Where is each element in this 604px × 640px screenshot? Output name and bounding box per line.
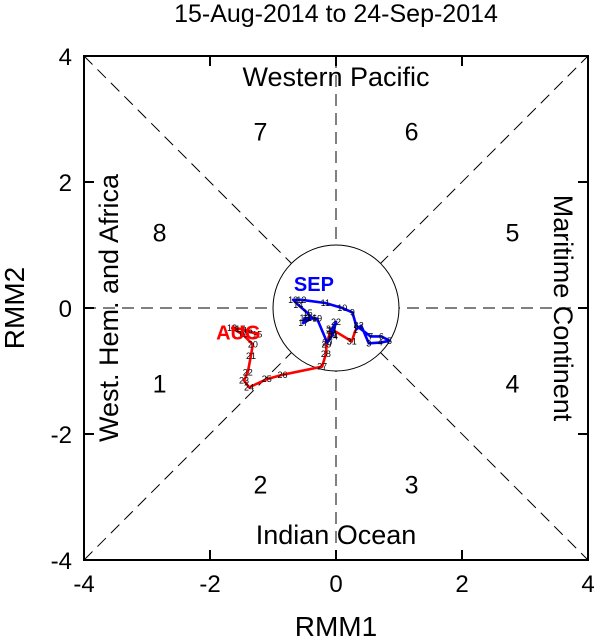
day-label: 18 xyxy=(299,313,309,323)
day-label: 21 xyxy=(246,351,256,361)
day-label: 22 xyxy=(243,367,253,377)
day-label: 27 xyxy=(317,362,327,372)
day-label: 1 xyxy=(353,325,358,335)
day-label: 24 xyxy=(244,382,254,392)
phase-label: 4 xyxy=(505,371,519,399)
region-indian-ocean: Indian Ocean xyxy=(256,520,417,550)
day-label: 4 xyxy=(378,338,383,348)
day-label: 5 xyxy=(387,336,392,346)
day-label: 15 xyxy=(303,308,313,318)
phase-label: 1 xyxy=(153,371,167,399)
day-label: 25 xyxy=(262,374,272,384)
amplitude-one-circle xyxy=(272,244,400,372)
day-label: 10 xyxy=(337,303,347,313)
y-tick-label: -4 xyxy=(51,548,72,575)
phase-label: 8 xyxy=(153,219,167,247)
day-label: 24 xyxy=(328,331,338,341)
day-label: 20 xyxy=(322,338,332,348)
region-maritime-continent: Maritime Continent xyxy=(548,195,578,422)
y-tick-label: 2 xyxy=(59,170,72,197)
x-tick-label: -2 xyxy=(199,571,220,598)
day-label: 28 xyxy=(321,349,331,359)
diagonal-divider-line xyxy=(83,55,589,561)
day-label: 15 xyxy=(252,329,262,339)
day-label: 20 xyxy=(248,340,258,350)
x-tick-label: 2 xyxy=(455,571,468,598)
phase-label: 6 xyxy=(405,119,419,147)
day-label: 2 xyxy=(359,321,364,331)
day-label: 23 xyxy=(326,326,336,336)
day-label: 26 xyxy=(277,370,287,380)
y-axis-title: RMM2 xyxy=(0,267,30,349)
day-label: 16 xyxy=(243,326,253,336)
y-tick-label: -2 xyxy=(51,422,72,449)
y-tick-label: 4 xyxy=(59,44,72,71)
day-label: 6 xyxy=(379,331,384,341)
month-label-sep: SEP xyxy=(294,274,334,296)
month-label-aug: AUG xyxy=(216,323,260,345)
day-label: 17 xyxy=(235,324,245,334)
day-label: 17 xyxy=(298,318,308,328)
day-label: 9 xyxy=(350,307,355,317)
region-west-hem-africa: West. Hem. and Africa xyxy=(94,173,124,442)
day-label: 19 xyxy=(312,314,322,324)
diagonal-divider-line xyxy=(83,55,589,561)
x-axis-title: RMM1 xyxy=(295,611,377,640)
day-label: 13 xyxy=(288,295,298,305)
day-label: 22 xyxy=(331,317,341,327)
day-label: 23 xyxy=(239,375,249,385)
phase-label: 7 xyxy=(253,119,267,147)
day-label: 8 xyxy=(354,321,359,331)
day-label: 11 xyxy=(321,298,330,308)
chart-title: 15-Aug-2014 to 24-Sep-2014 xyxy=(174,0,498,28)
day-label: 29 xyxy=(322,340,332,350)
x-tick-label: 4 xyxy=(581,571,594,598)
phase-label: 5 xyxy=(505,219,519,247)
day-label: 7 xyxy=(368,331,373,341)
phase-label: 3 xyxy=(405,471,419,499)
day-label: 21 xyxy=(328,329,338,339)
series-line-sep xyxy=(291,298,391,345)
day-label: 18 xyxy=(227,323,237,333)
day-label: 3 xyxy=(366,338,371,348)
day-label: 16 xyxy=(307,313,317,323)
region-western-pacific: Western Pacific xyxy=(242,62,429,92)
day-label: 14 xyxy=(293,300,303,310)
phase-label: 2 xyxy=(253,471,267,499)
day-label: 19 xyxy=(238,329,248,339)
y-tick-label: 0 xyxy=(59,296,72,323)
day-label: 31 xyxy=(347,336,357,346)
x-tick-label: -4 xyxy=(73,571,94,598)
x-tick-label: 0 xyxy=(329,571,342,598)
day-label: 12 xyxy=(296,295,306,305)
